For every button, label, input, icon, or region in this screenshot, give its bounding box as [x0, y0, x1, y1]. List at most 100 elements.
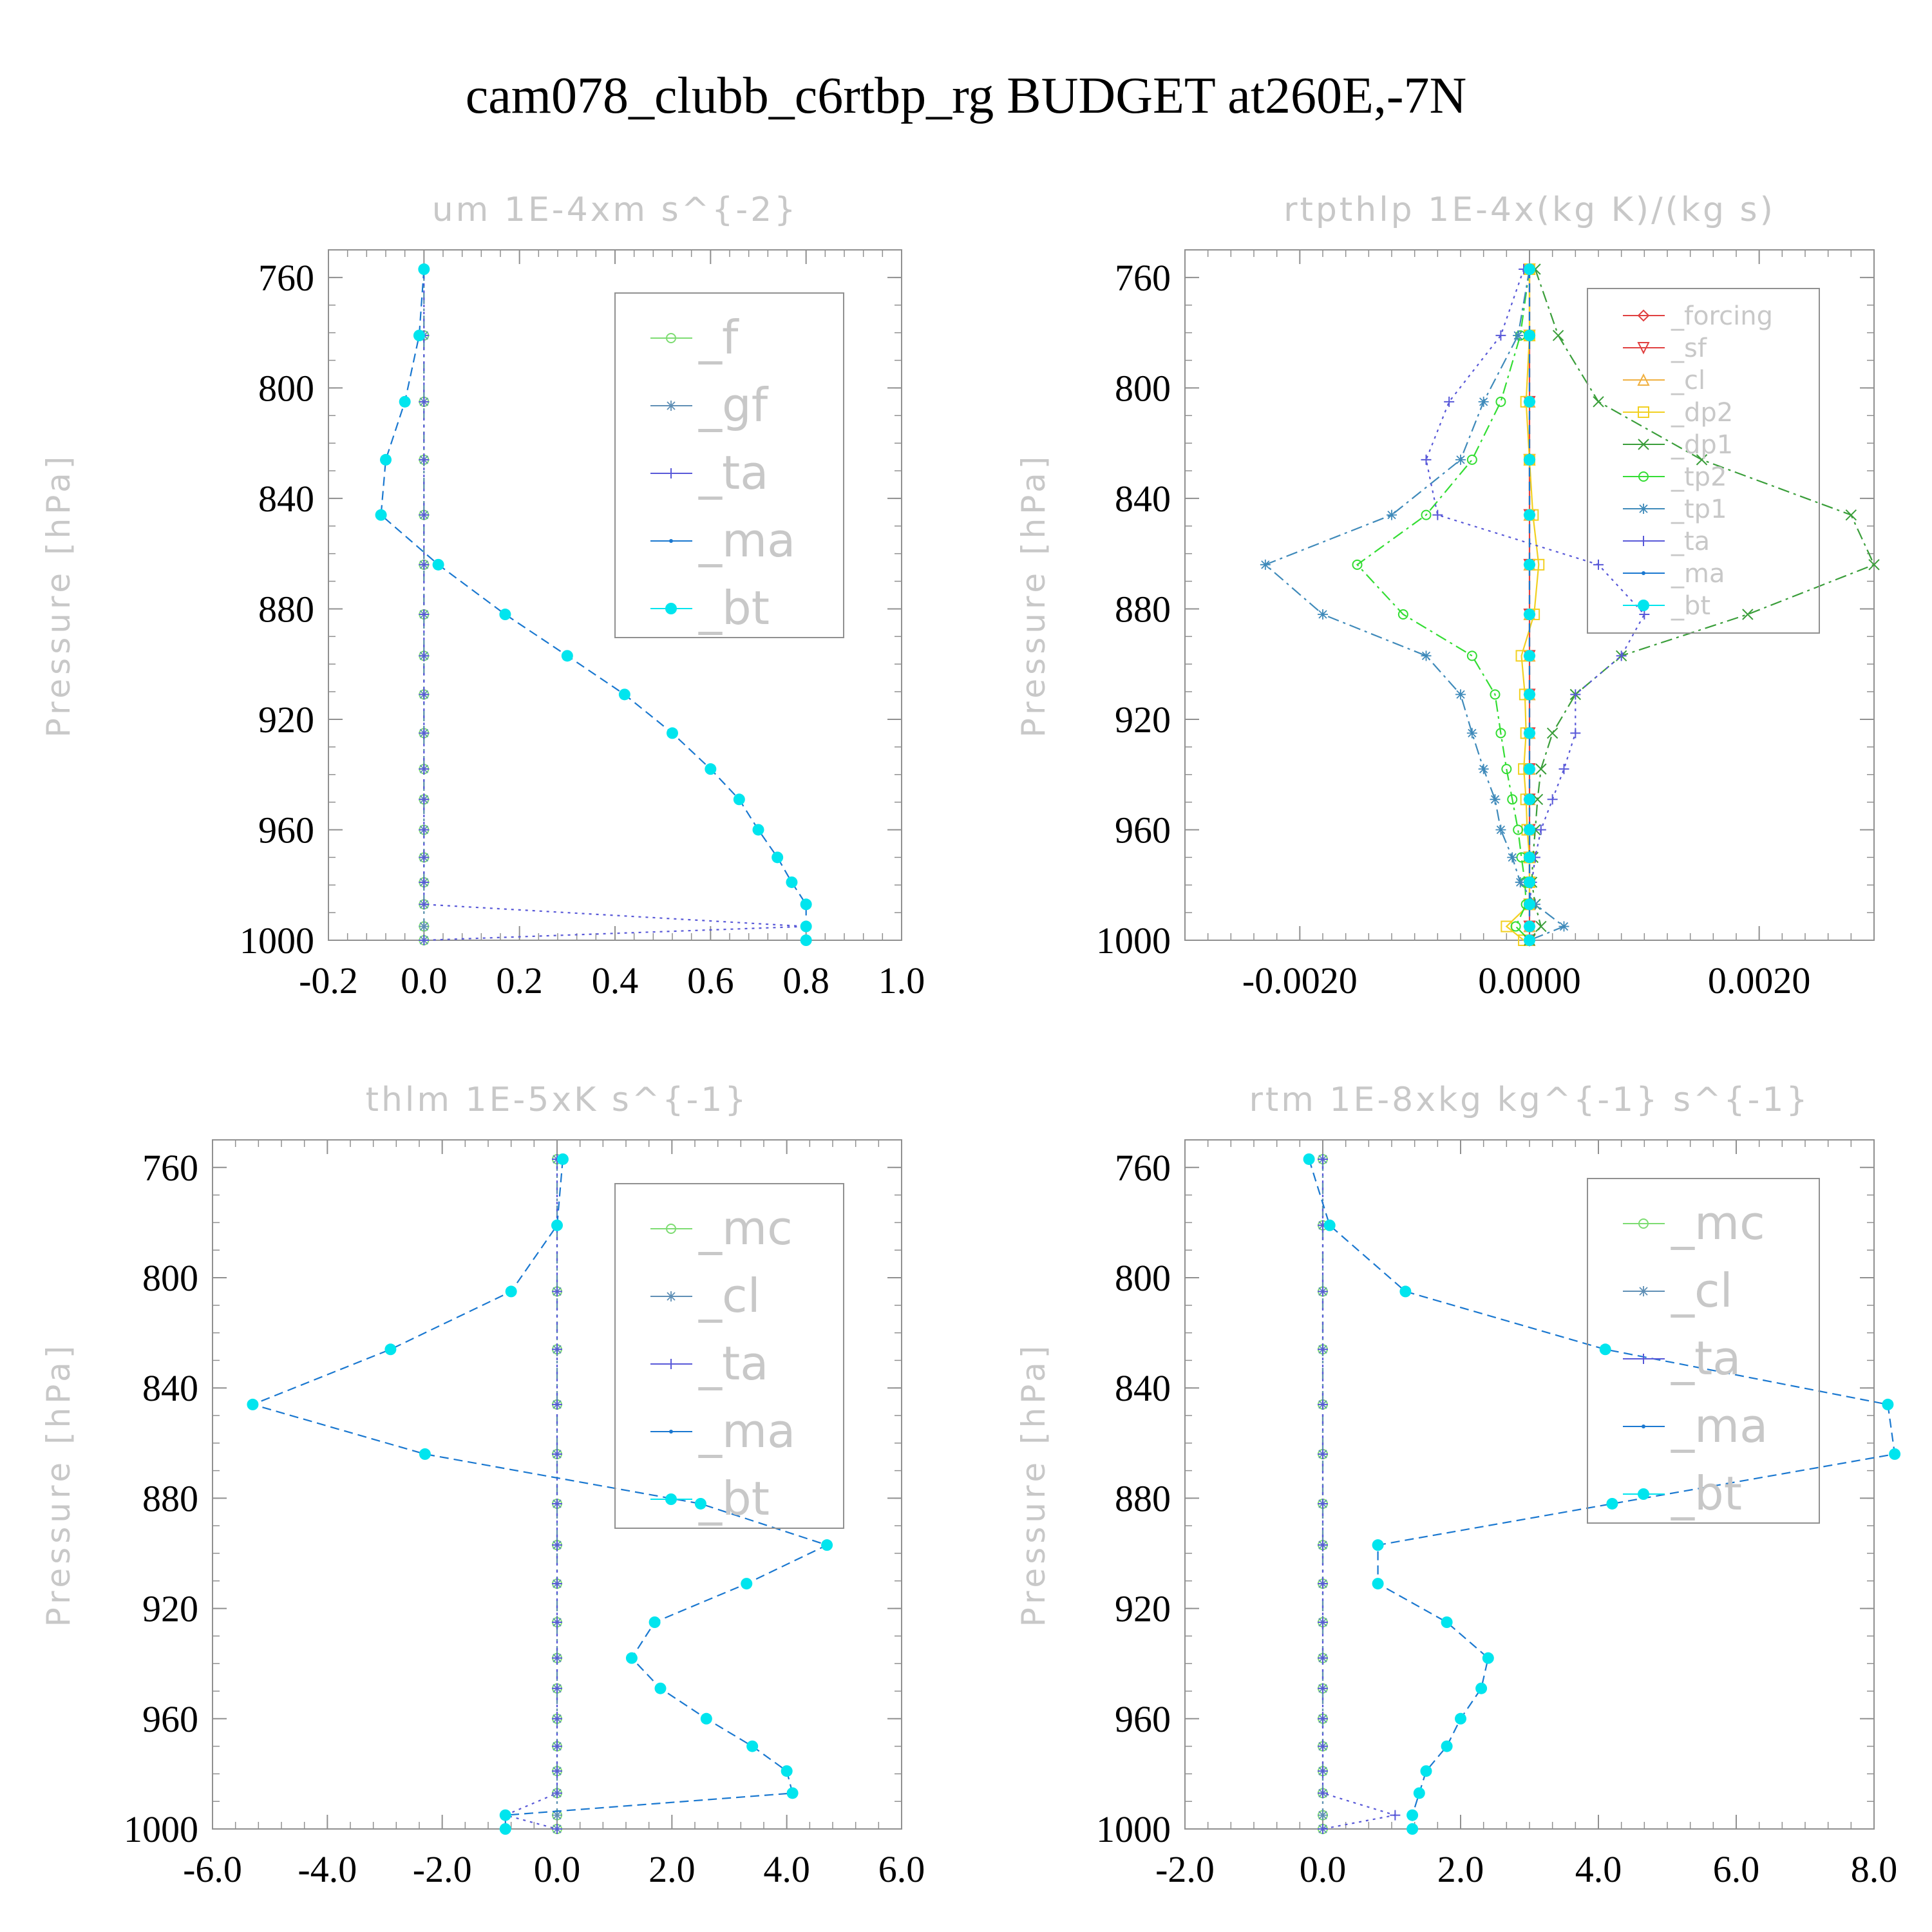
data-point — [419, 852, 430, 863]
x-tick-label: 0.0 — [1300, 1848, 1347, 1890]
data-point — [733, 793, 745, 806]
data-point — [649, 1616, 661, 1628]
x-tick-label: 2.0 — [649, 1848, 696, 1890]
figure-title: cam078_clubb_c6rtbp_rg BUDGET at260E,-7N — [466, 68, 1467, 124]
y-tick-label: 1000 — [240, 920, 314, 961]
data-point — [419, 559, 430, 570]
legend-item: _bt — [1623, 591, 1710, 621]
legend-marker — [1638, 439, 1649, 450]
y-tick-label: 960 — [1115, 809, 1171, 851]
y-tick-label: 840 — [142, 1367, 198, 1409]
data-point — [1552, 330, 1564, 341]
y-tick-label: 800 — [258, 367, 314, 409]
data-point — [1606, 1497, 1618, 1510]
data-point — [1495, 396, 1506, 407]
data-point — [746, 1740, 759, 1752]
x-tick-label: -6.0 — [183, 1848, 242, 1890]
data-point — [1524, 824, 1535, 836]
data-point — [1372, 1539, 1384, 1551]
data-point — [1318, 1540, 1328, 1551]
data-point — [1318, 1766, 1328, 1777]
legend-marker — [669, 1430, 673, 1434]
y-tick-label: 760 — [142, 1147, 198, 1189]
data-point — [552, 1540, 562, 1551]
data-point — [1558, 764, 1569, 775]
data-point — [1478, 396, 1489, 407]
x-tick-label: 4.0 — [763, 1848, 810, 1890]
legend-marker — [666, 333, 676, 343]
legend-label: _gf — [698, 378, 769, 432]
data-point — [1524, 263, 1535, 276]
legend-item: _gf — [650, 378, 769, 432]
data-point — [694, 1497, 706, 1510]
series-bt — [1303, 1153, 1901, 1835]
data-point — [1318, 1741, 1328, 1752]
data-point — [1421, 650, 1432, 661]
data-point — [1535, 763, 1547, 775]
legend-item: _ma — [650, 513, 795, 567]
data-point — [556, 1153, 569, 1165]
data-point — [552, 1824, 562, 1834]
data-point — [1558, 921, 1569, 932]
data-point — [1570, 689, 1581, 700]
data-point — [505, 1285, 517, 1298]
data-point — [800, 934, 812, 946]
data-point — [821, 1539, 833, 1551]
y-tick-label: 880 — [258, 588, 314, 630]
data-point — [1318, 1683, 1328, 1694]
panel-2: rtpthlp 1E-4x(kg K)/(kg s) Pressure [hPa]… — [1015, 191, 1880, 1001]
data-point — [552, 1766, 562, 1777]
legend-box — [614, 292, 844, 638]
legend-marker — [1638, 406, 1649, 418]
legend-marker — [1637, 342, 1650, 355]
y-tick-label: 760 — [258, 257, 314, 299]
data-point — [1372, 1578, 1384, 1590]
legend: _forcing _sf _cl _dp2_dp1_tp2 _tp1 _ta _ma_bt — [1587, 288, 1820, 634]
data-point — [419, 509, 430, 520]
data-point — [419, 454, 430, 465]
legend-marker — [1637, 309, 1650, 322]
legend-marker — [1637, 373, 1650, 386]
legend-marker — [1638, 536, 1649, 546]
x-tick-label: -0.0020 — [1242, 960, 1358, 1001]
legend-label: _ma — [1671, 1399, 1768, 1453]
legend-marker — [669, 539, 673, 543]
legend-item: _mc — [650, 1201, 793, 1255]
data-point — [654, 1682, 667, 1694]
data-point — [1524, 558, 1535, 571]
data-point — [781, 1765, 793, 1777]
data-point — [1501, 764, 1512, 775]
data-point — [247, 1398, 259, 1410]
x-tick-label: 0.0000 — [1478, 960, 1581, 1001]
panel-4: rtm 1E-8xkg kg^{-1} s^{-1} Pressure [hPa]… — [1015, 1081, 1901, 1890]
y-tick-label: 920 — [1115, 1588, 1171, 1630]
data-point — [1507, 794, 1518, 805]
legend-item: _ta — [1623, 1331, 1741, 1385]
data-point — [419, 921, 430, 932]
data-point — [705, 763, 717, 775]
legend-label: _ma — [698, 513, 795, 567]
legend-item: _f — [650, 310, 739, 365]
x-tick-label: 0.0020 — [1708, 960, 1811, 1001]
series-bt — [247, 1153, 833, 1835]
legend-label: _bt — [1671, 1466, 1742, 1520]
legend-label: _tp2 — [1671, 462, 1727, 492]
legend-item: _bt — [1623, 1466, 1742, 1520]
legend-marker — [1638, 1218, 1649, 1229]
legend-label: _forcing — [1671, 301, 1773, 331]
panel-title: rtpthlp 1E-4x(kg K)/(kg s) — [1283, 191, 1776, 229]
data-point — [741, 1578, 753, 1590]
legend: _mc _cl _ta _ma _bt — [614, 1183, 844, 1529]
x-tick-label: -2.0 — [413, 1848, 472, 1890]
data-point — [1515, 876, 1526, 887]
data-point — [1599, 1343, 1611, 1356]
data-point — [1882, 1398, 1894, 1410]
data-point — [1455, 1712, 1466, 1725]
legend-marker — [1642, 1425, 1645, 1428]
data-point — [1593, 396, 1604, 408]
legend-marker — [1638, 1354, 1649, 1364]
data-point — [375, 509, 387, 521]
data-point — [1524, 727, 1535, 739]
legend-marker — [666, 1224, 676, 1234]
